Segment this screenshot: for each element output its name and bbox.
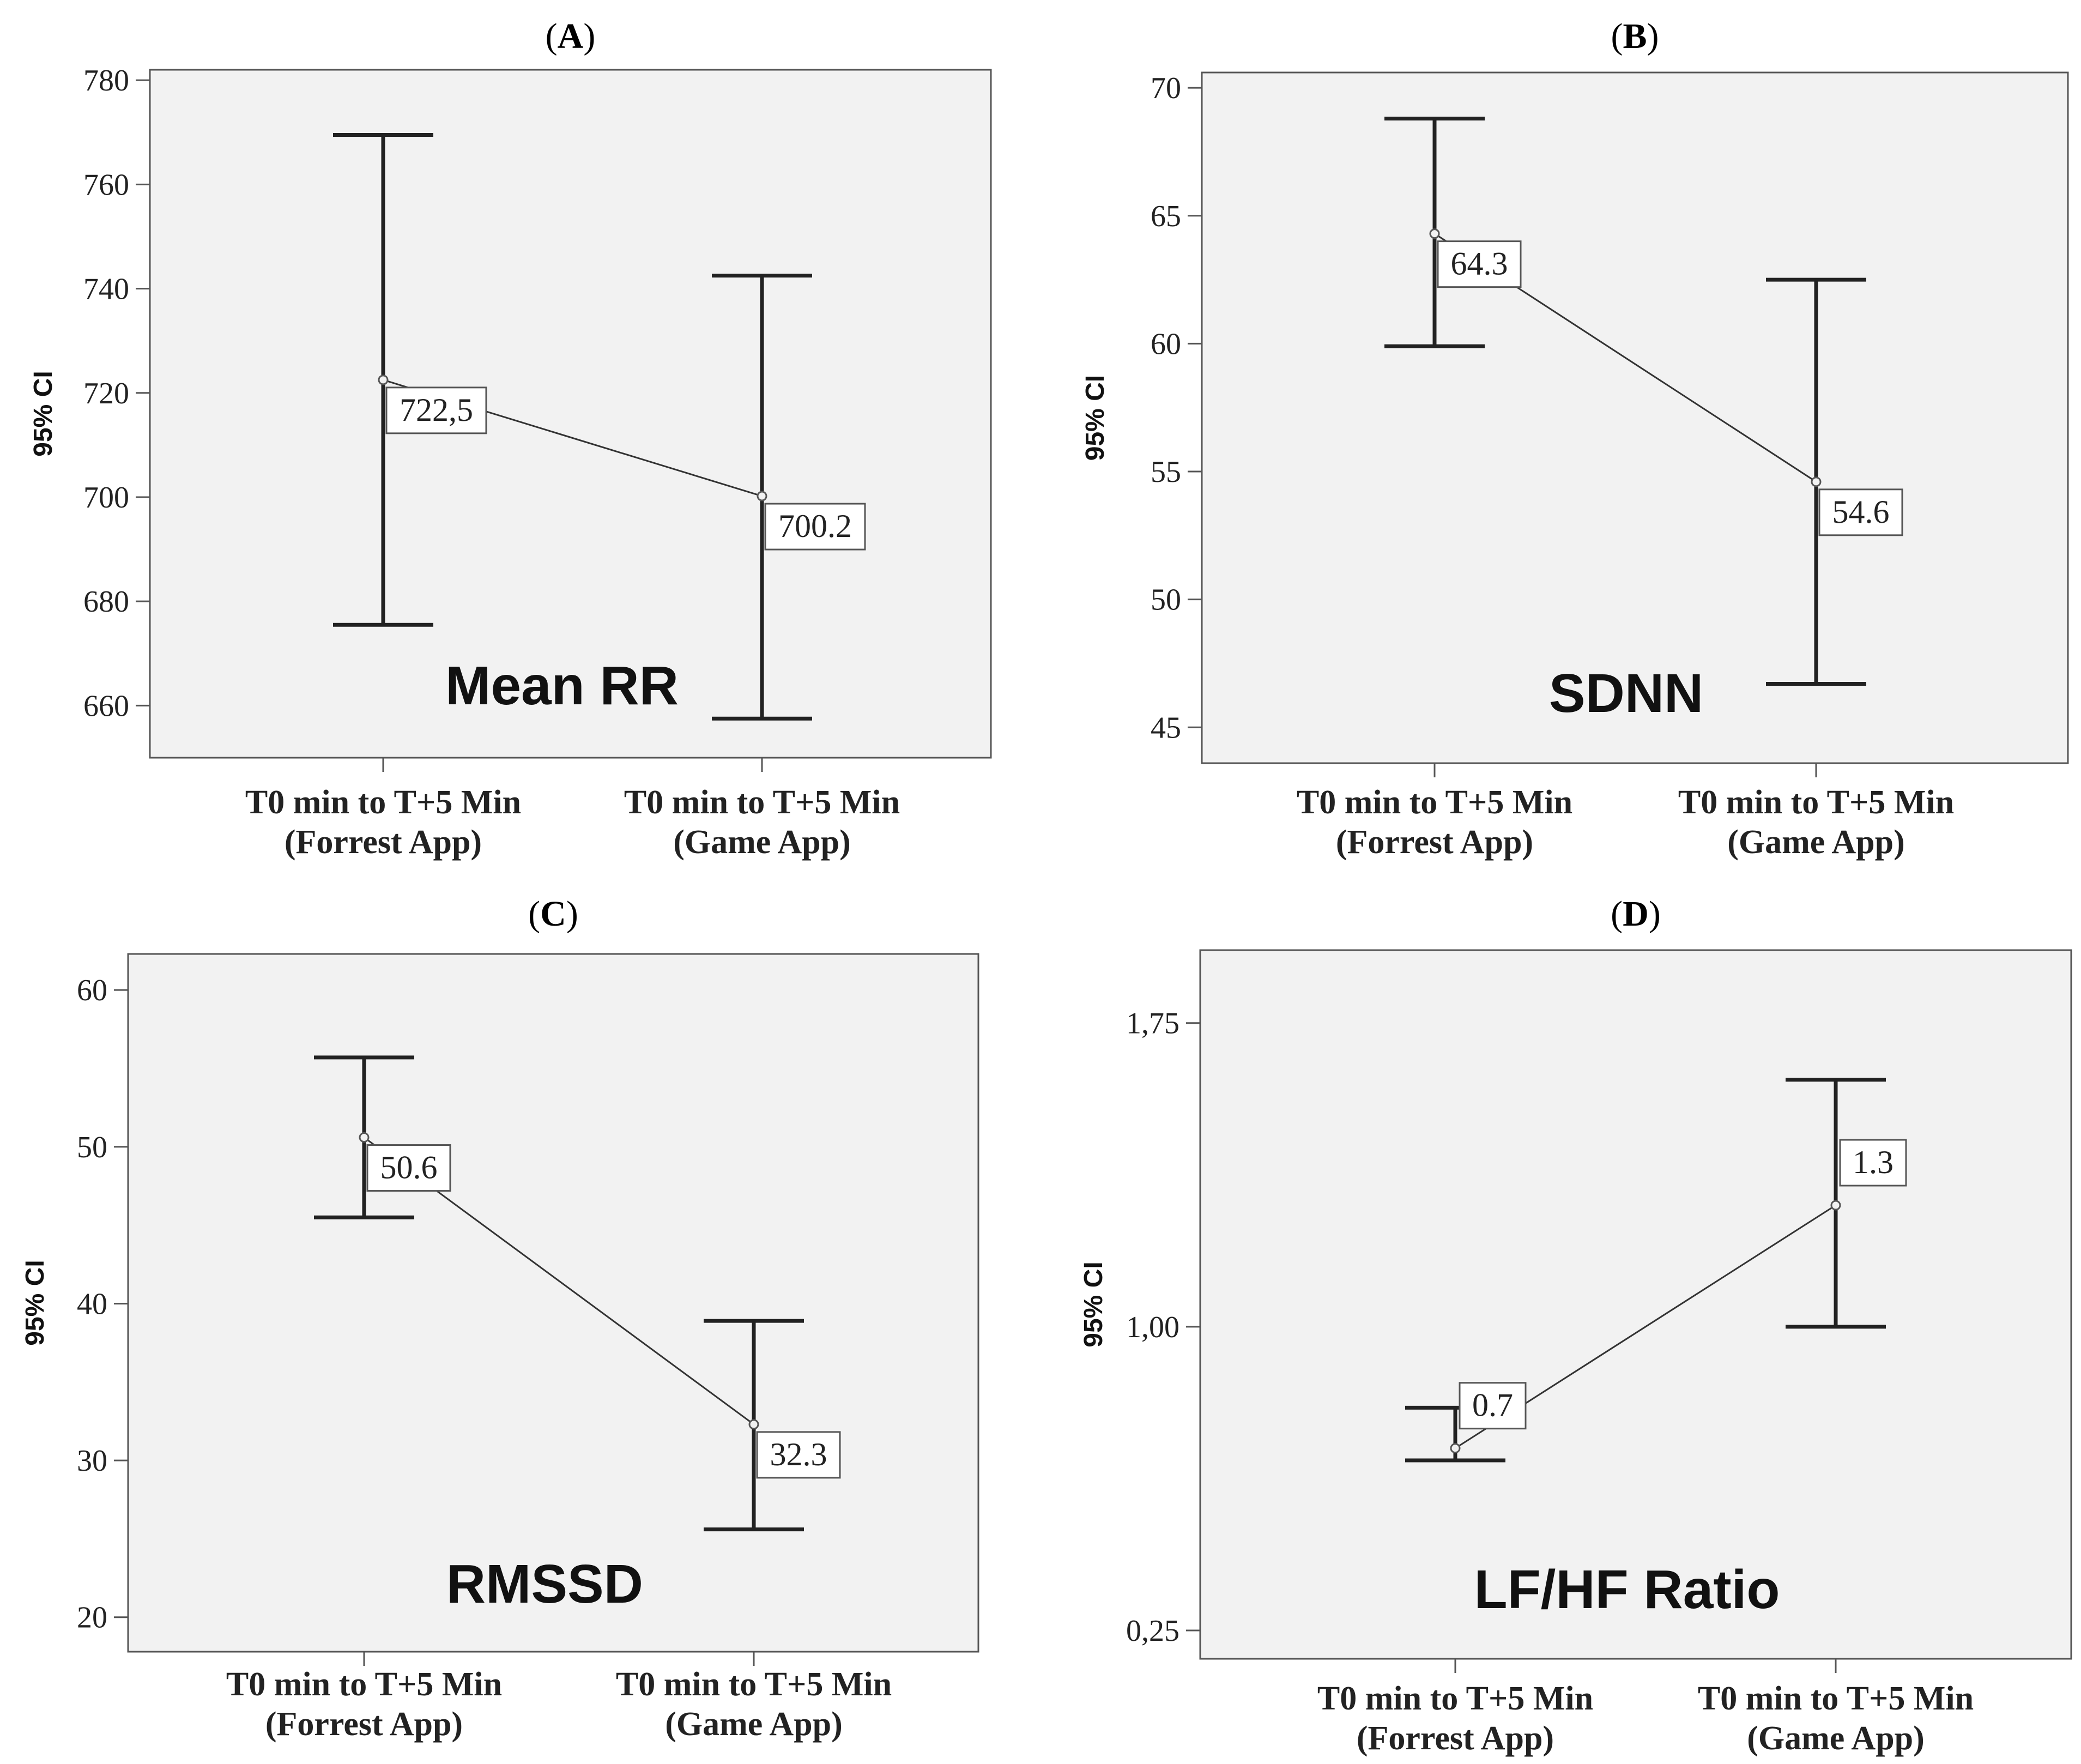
panel-title-c: (C) xyxy=(528,894,578,934)
panel-title-d: (D) xyxy=(1611,894,1661,934)
data-label-a: 722,5 xyxy=(400,392,473,428)
panel-title-a: (A) xyxy=(546,16,596,56)
x-category-label-c: T0 min to T+5 Min xyxy=(226,1666,502,1703)
y-tick-label-b: 55 xyxy=(1151,455,1181,489)
metric-label-d: LF/HF Ratio xyxy=(1474,1559,1780,1620)
x-category-label-d: T0 min to T+5 Min xyxy=(1317,1680,1593,1717)
y-axis-label-c: 95% CI xyxy=(21,1260,50,1345)
y-tick-label-a: 700 xyxy=(83,481,129,515)
data-label-box-d xyxy=(1459,1382,1527,1430)
mean-point-c xyxy=(359,1132,370,1143)
data-label-box-c xyxy=(756,1431,841,1479)
panel-letter-b: B xyxy=(1623,16,1647,56)
data-label-box-b xyxy=(1818,488,1903,536)
y-tick-label-d: 1,75 xyxy=(1126,1007,1179,1041)
panel-letter-a: A xyxy=(558,16,584,56)
x-category-label-b: T0 min to T+5 Min xyxy=(1297,784,1572,821)
y-tick-label-c: 60 xyxy=(77,974,107,1007)
x-category-label-a: T0 min to T+5 Min xyxy=(245,784,521,821)
y-tick-label-d: 1,00 xyxy=(1126,1310,1179,1344)
x-category-sublabel-a: (Forrest App) xyxy=(285,824,482,861)
y-tick-label-c: 40 xyxy=(77,1287,107,1321)
y-tick-label-b: 45 xyxy=(1151,711,1181,745)
data-label-b: 64.3 xyxy=(1451,246,1508,282)
mean-point-b xyxy=(1429,228,1440,239)
y-tick-label-c: 30 xyxy=(77,1444,107,1478)
y-tick-label-a: 680 xyxy=(83,585,129,619)
y-tick-label-a: 660 xyxy=(83,689,129,723)
panel-letter-d: D xyxy=(1623,894,1649,934)
plot-area-b xyxy=(1201,71,2069,764)
y-tick-label-d: 0,25 xyxy=(1126,1614,1179,1648)
data-label-box-a xyxy=(764,503,866,551)
x-category-sublabel-d: (Game App) xyxy=(1747,1720,1925,1757)
data-label-d: 1.3 xyxy=(1853,1144,1894,1180)
y-tick-label-c: 50 xyxy=(77,1131,107,1164)
y-tick-label-a: 720 xyxy=(83,377,129,410)
data-label-box-d xyxy=(1839,1139,1907,1187)
y-axis-label-a: 95% CI xyxy=(29,371,58,456)
y-axis-label-d: 95% CI xyxy=(1079,1261,1108,1347)
metric-label-a: Mean RR xyxy=(445,655,679,716)
panel-letter-c: C xyxy=(540,894,566,934)
y-tick-label-a: 760 xyxy=(83,168,129,202)
x-category-label-c: T0 min to T+5 Min xyxy=(616,1666,892,1703)
x-category-label-d: T0 min to T+5 Min xyxy=(1698,1680,1974,1717)
x-category-sublabel-c: (Game App) xyxy=(665,1706,843,1743)
data-label-c: 32.3 xyxy=(770,1436,827,1472)
y-tick-label-b: 60 xyxy=(1151,327,1181,361)
x-category-label-b: T0 min to T+5 Min xyxy=(1678,784,1954,821)
data-label-a: 700.2 xyxy=(778,508,852,544)
x-category-sublabel-c: (Forrest App) xyxy=(265,1706,463,1743)
data-label-box-c xyxy=(366,1144,451,1192)
x-category-sublabel-a: (Game App) xyxy=(673,824,851,861)
y-tick-label-b: 65 xyxy=(1151,200,1181,233)
plot-area-a xyxy=(149,69,992,759)
mean-point-b xyxy=(1811,476,1822,487)
mean-point-c xyxy=(748,1419,759,1430)
data-label-box-a xyxy=(385,386,487,434)
y-axis-label-b: 95% CI xyxy=(1081,375,1110,461)
data-label-box-b xyxy=(1437,240,1522,288)
x-category-sublabel-d: (Forrest App) xyxy=(1357,1720,1554,1757)
data-label-d: 0.7 xyxy=(1472,1387,1513,1423)
plot-area-d xyxy=(1199,949,2072,1660)
mean-point-d xyxy=(1830,1200,1841,1211)
x-category-sublabel-b: (Game App) xyxy=(1727,824,1905,861)
mean-point-d xyxy=(1450,1443,1461,1454)
y-tick-label-b: 70 xyxy=(1151,71,1181,105)
y-tick-label-a: 780 xyxy=(83,64,129,98)
y-tick-label-c: 20 xyxy=(77,1601,107,1635)
y-tick-label-a: 740 xyxy=(83,273,129,306)
mean-point-a xyxy=(378,374,389,385)
x-category-sublabel-b: (Forrest App) xyxy=(1336,824,1533,861)
mean-point-a xyxy=(757,491,767,502)
metric-label-b: SDNN xyxy=(1549,663,1703,724)
y-tick-label-b: 50 xyxy=(1151,583,1181,617)
plot-area-c xyxy=(127,953,979,1653)
metric-label-c: RMSSD xyxy=(446,1554,643,1615)
data-label-c: 50.6 xyxy=(380,1150,438,1186)
data-label-b: 54.6 xyxy=(1832,494,1890,530)
panel-title-b: (B) xyxy=(1611,16,1659,56)
x-category-label-a: T0 min to T+5 Min xyxy=(624,784,900,821)
